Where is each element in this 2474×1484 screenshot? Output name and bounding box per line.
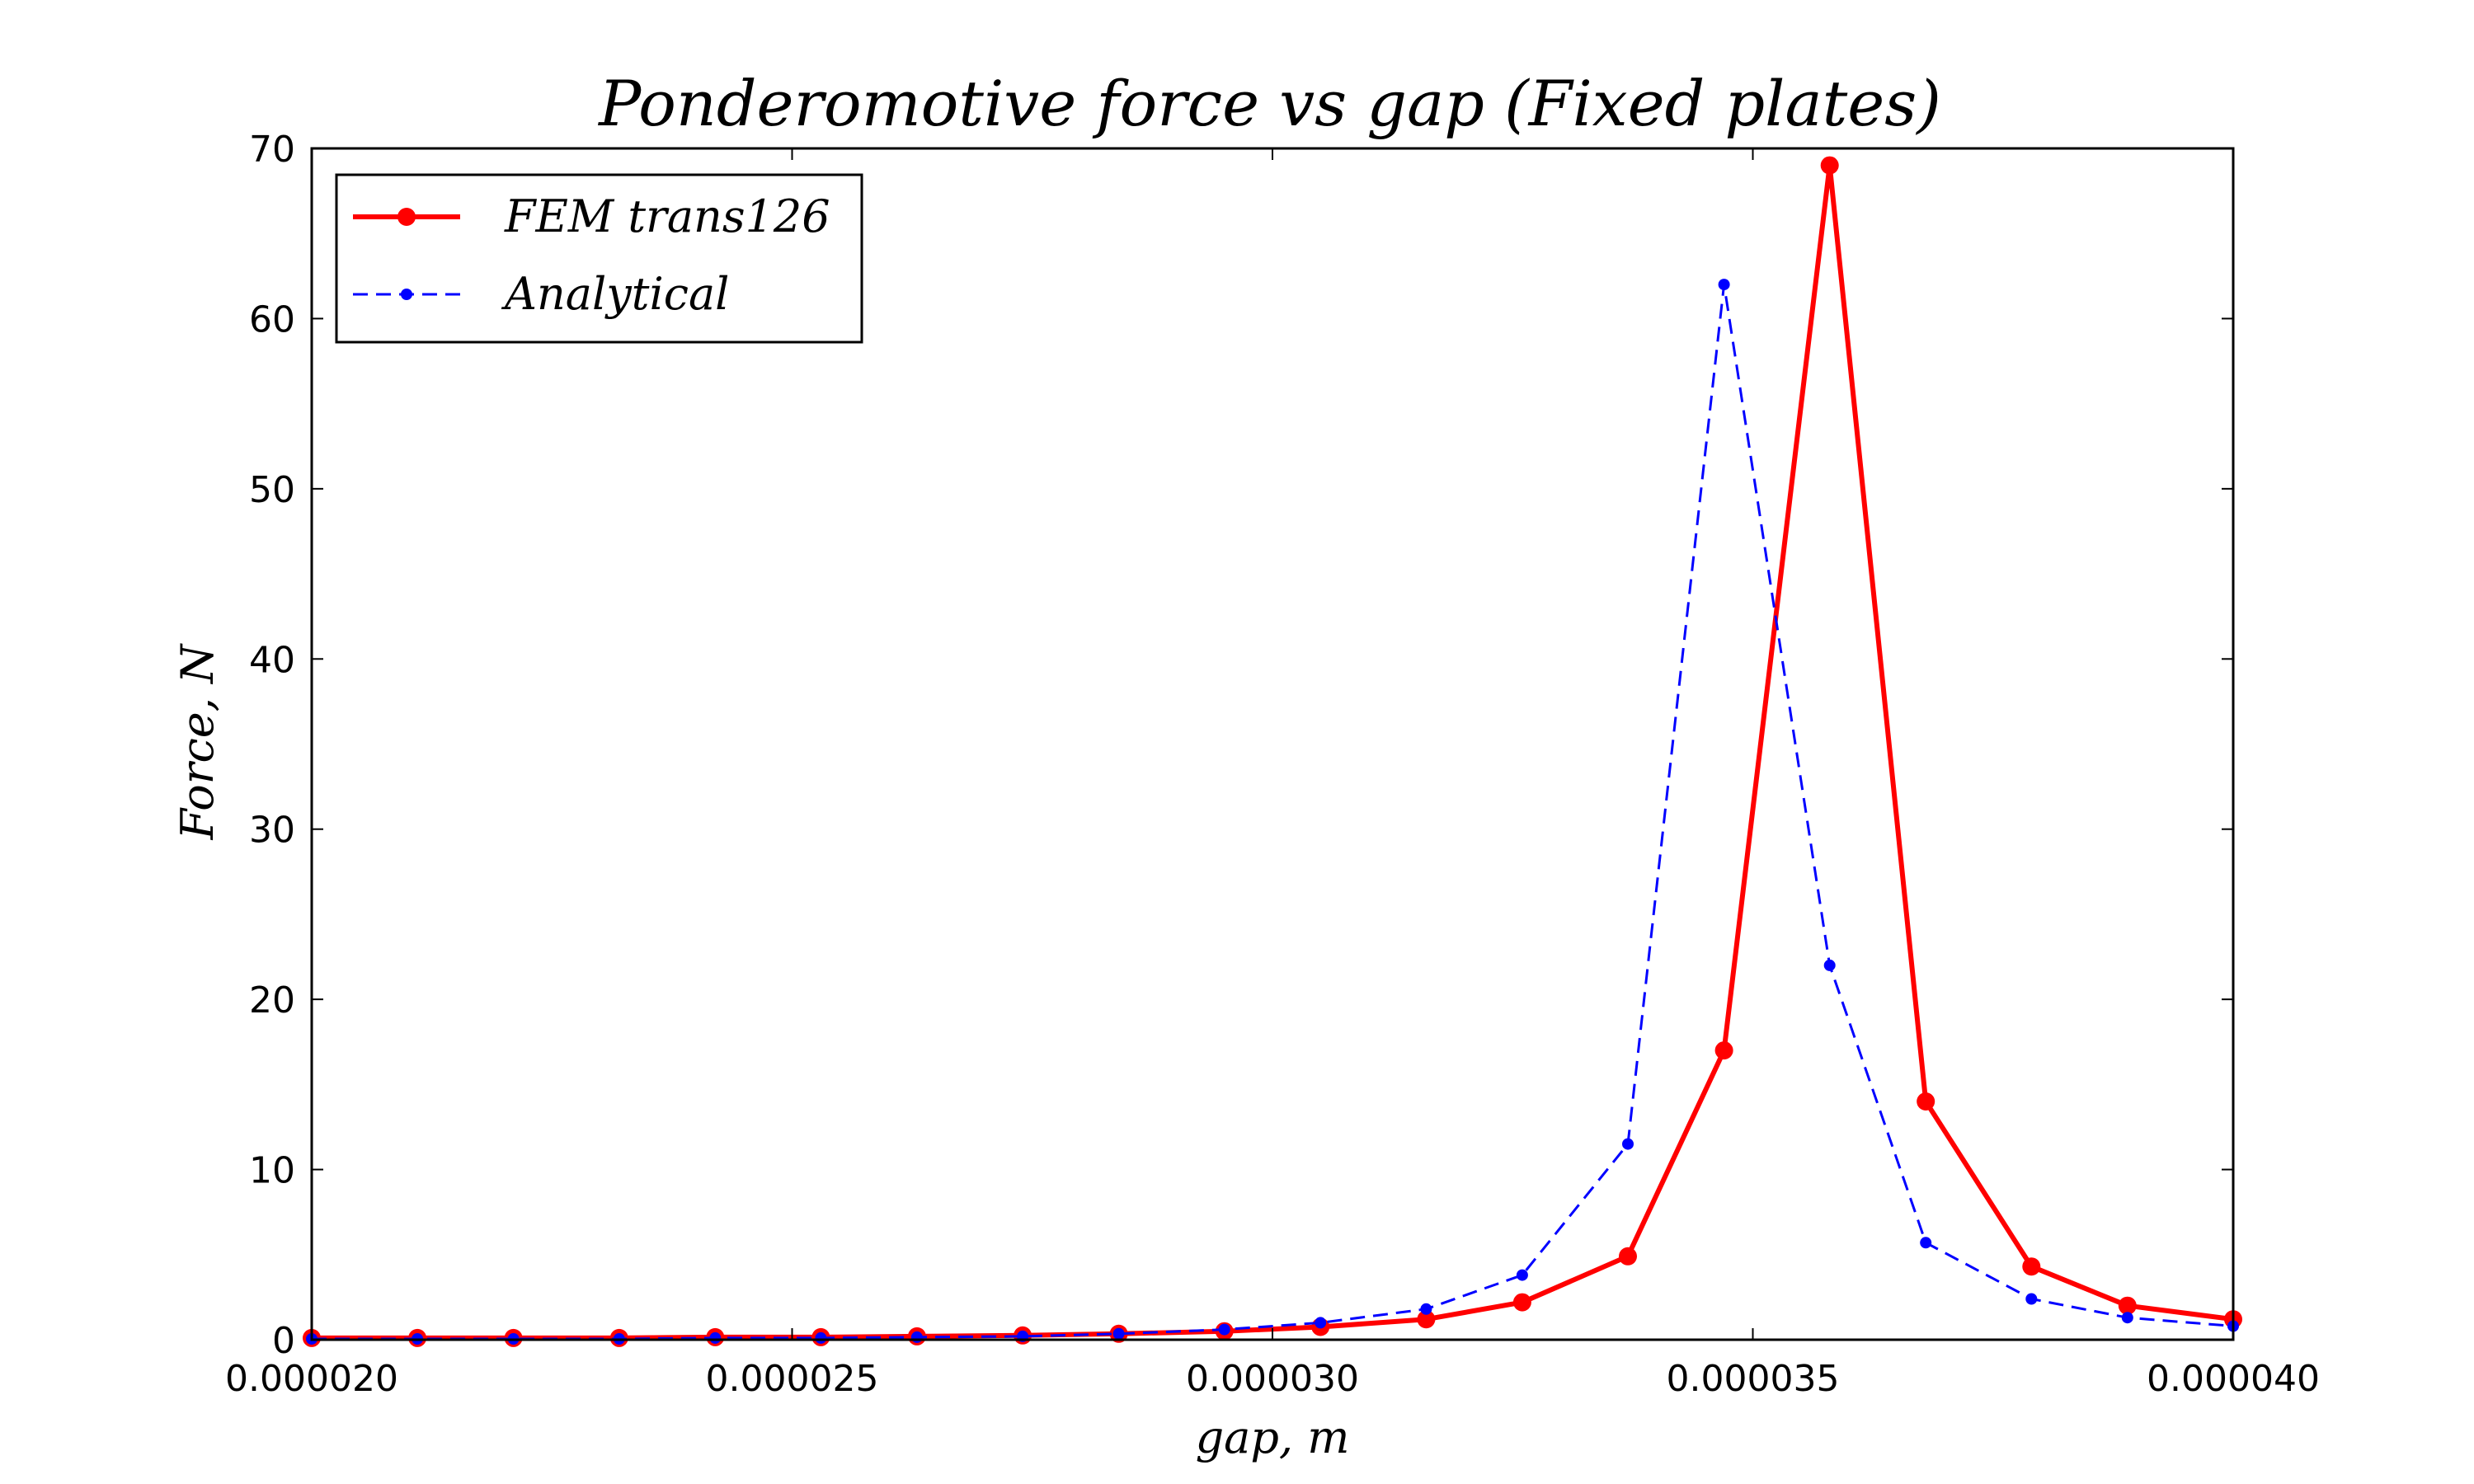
x-tick-label: 0.000030 bbox=[1186, 1358, 1359, 1400]
chart-title: Ponderomotive force vs gap (Fixed plates… bbox=[597, 67, 1941, 140]
series-1-point bbox=[1718, 279, 1730, 291]
y-tick-label: 20 bbox=[249, 979, 295, 1021]
x-tick-label: 0.000020 bbox=[225, 1358, 398, 1400]
legend-label-analytical: Analytical bbox=[501, 268, 729, 320]
series-1-point bbox=[1218, 1323, 1230, 1336]
plot-area: 0.000020 0.000025 0.000030 0.000035 0.000040… bbox=[225, 129, 2320, 1400]
y-axis-label: Force, N bbox=[172, 643, 223, 840]
legend-label-fem: FEM trans126 bbox=[504, 190, 830, 242]
x-axis-label: gap, m bbox=[1196, 1411, 1350, 1463]
y-tick-label: 70 bbox=[249, 129, 295, 171]
series-1-point bbox=[2025, 1293, 2038, 1305]
y-tick-label: 30 bbox=[249, 810, 295, 852]
series-0-point bbox=[1417, 1310, 1436, 1329]
y-tick-label: 40 bbox=[249, 639, 295, 681]
series-1-point bbox=[1112, 1327, 1125, 1340]
series-0-point bbox=[1619, 1247, 1637, 1266]
x-tick-label: 0.000040 bbox=[2147, 1358, 2320, 1400]
x-tick-label: 0.000035 bbox=[1667, 1358, 1840, 1400]
series-1-point bbox=[1622, 1138, 1634, 1150]
series-0-point bbox=[1512, 1293, 1531, 1312]
series-1-point bbox=[1920, 1237, 1932, 1249]
series-1-point bbox=[709, 1331, 722, 1344]
series-1-point bbox=[1420, 1303, 1432, 1315]
x-tick-label: 0.000025 bbox=[706, 1358, 879, 1400]
series-0-point bbox=[1820, 156, 1839, 175]
series-1-point bbox=[1516, 1269, 1528, 1281]
y-tick-label: 60 bbox=[249, 298, 295, 340]
legend-box bbox=[335, 173, 863, 344]
series-1-point bbox=[815, 1331, 827, 1344]
y-tick-label: 10 bbox=[249, 1150, 295, 1192]
series-0-point bbox=[2022, 1257, 2041, 1276]
legend: FEM trans126 Analytical bbox=[335, 173, 863, 344]
series-0-point bbox=[1917, 1092, 1935, 1111]
legend-marker-analytical bbox=[401, 289, 412, 300]
series-1-point bbox=[910, 1331, 923, 1343]
y-tick-label: 50 bbox=[249, 469, 295, 511]
series-0-point bbox=[1714, 1041, 1733, 1060]
series-1-point bbox=[1823, 959, 1836, 971]
y-tick-label: 0 bbox=[272, 1320, 295, 1362]
series-1-point bbox=[2121, 1312, 2133, 1324]
series-0-point bbox=[2118, 1296, 2137, 1315]
ticks-layer: 0.000020 0.000025 0.000030 0.000035 0.000040… bbox=[225, 129, 2320, 1400]
series-1-point bbox=[1315, 1317, 1327, 1329]
legend-marker-fem bbox=[397, 208, 416, 226]
